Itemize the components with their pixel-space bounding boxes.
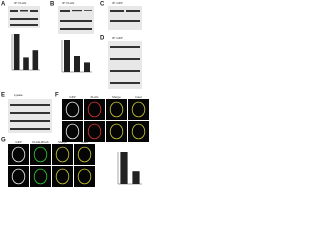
bar	[64, 40, 70, 72]
micrograph	[128, 121, 149, 142]
panel-letter: F	[55, 93, 59, 99]
label: IP: FLAG	[62, 1, 75, 5]
micrograph	[62, 99, 83, 120]
blot	[108, 41, 142, 89]
band	[10, 128, 50, 130]
cell	[109, 123, 124, 140]
panel-letter: A	[1, 2, 6, 8]
panel-letter: C	[100, 2, 105, 8]
bar-chart	[11, 34, 40, 71]
micrograph	[106, 121, 127, 142]
panel-letter: G	[1, 138, 6, 144]
channel-label: GFP	[15, 140, 21, 144]
band	[60, 10, 70, 12]
cell	[11, 146, 26, 163]
bar	[23, 57, 29, 70]
bar	[32, 50, 39, 70]
micrograph	[74, 166, 95, 187]
band	[10, 120, 50, 122]
label: IP: GFP	[112, 36, 123, 40]
band	[10, 10, 18, 12]
cell	[65, 101, 80, 118]
bar	[13, 34, 20, 70]
band	[20, 10, 28, 12]
band	[60, 20, 92, 22]
micrograph	[74, 144, 95, 165]
cell	[87, 123, 102, 140]
micrograph	[30, 166, 51, 187]
channel-label: Merge	[58, 140, 67, 144]
micrograph	[84, 121, 105, 142]
channel-label: FLAG	[91, 95, 100, 99]
channel-label: Inset	[135, 95, 142, 99]
blot	[108, 6, 142, 30]
cell	[131, 123, 146, 140]
band	[110, 10, 124, 12]
band	[60, 28, 92, 30]
cell	[109, 101, 124, 118]
micrograph	[8, 166, 29, 187]
cell	[55, 146, 70, 163]
bar	[132, 171, 140, 184]
micrograph	[84, 99, 105, 120]
band	[84, 10, 92, 11]
band	[10, 112, 50, 114]
band	[126, 10, 140, 12]
cell	[55, 168, 70, 185]
bar	[120, 152, 128, 184]
cell	[11, 168, 26, 185]
band	[10, 18, 38, 20]
cell	[131, 101, 146, 118]
cell	[77, 146, 92, 163]
bar-chart	[117, 152, 142, 185]
band	[110, 70, 140, 72]
micrograph	[52, 144, 73, 165]
cell	[33, 146, 48, 163]
band	[10, 104, 50, 106]
cell	[33, 168, 48, 185]
channel-label: GFP	[69, 95, 75, 99]
bar	[84, 62, 90, 72]
micrograph	[52, 166, 73, 187]
band	[30, 10, 38, 12]
panel-letter: B	[50, 2, 55, 8]
bar	[74, 56, 80, 72]
bar-chart	[61, 40, 92, 73]
band	[110, 20, 140, 22]
micrograph	[128, 99, 149, 120]
cell	[65, 123, 80, 140]
micrograph	[30, 144, 51, 165]
band	[110, 58, 140, 60]
band	[10, 24, 38, 26]
band	[110, 46, 140, 48]
label: Lysate	[14, 93, 23, 97]
label: IP: GFP	[112, 1, 123, 5]
figure: A IP: FLAG B IP: FLAG C IP: GFP D IP: GF…	[1, 1, 149, 187]
band	[110, 82, 140, 84]
channel-label: FLAG-RhoA	[32, 140, 48, 144]
label: IP: FLAG	[14, 1, 27, 5]
micrograph	[8, 144, 29, 165]
cell	[77, 168, 92, 185]
micrograph	[62, 121, 83, 142]
channel-label: Inset	[81, 140, 88, 144]
channel-label: Merge	[112, 95, 121, 99]
panel-letter: D	[100, 36, 105, 42]
cell	[87, 101, 102, 118]
band	[72, 10, 82, 12]
micrograph	[106, 99, 127, 120]
panel-letter: E	[1, 93, 5, 99]
